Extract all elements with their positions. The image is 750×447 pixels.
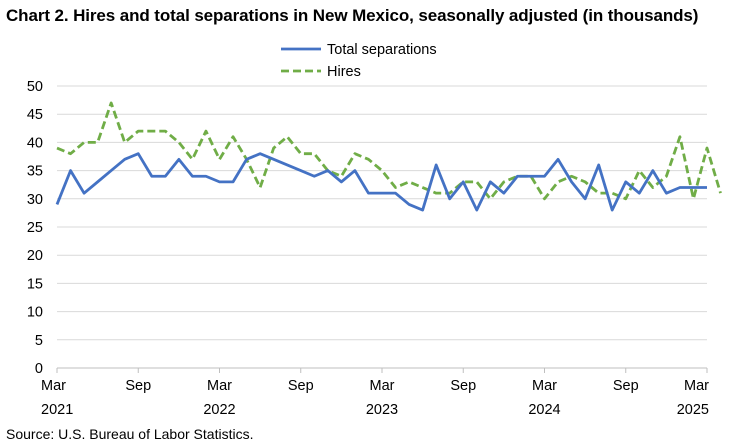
x-tick-label-month: Mar: [532, 378, 557, 394]
x-tick-label-month: Sep: [288, 378, 314, 394]
y-axis-ticks: 0 5 10 15 20 25 30 35 40 45 50: [27, 79, 43, 377]
y-tick-label: 50: [27, 79, 43, 95]
x-tick-label-month: Sep: [613, 378, 639, 394]
x-tick-label-month: Sep: [125, 378, 151, 394]
x-tick-label-year: 2022: [203, 402, 235, 418]
series-lines: [55, 101, 722, 212]
legend-label: Total separations: [327, 42, 437, 58]
x-tick-label-year: 2023: [366, 402, 398, 418]
legend: Total separations Hires: [281, 42, 437, 80]
legend-label: Hires: [327, 64, 361, 80]
x-tick-label-year: 2021: [41, 402, 73, 418]
x-tick-label-year: 2025: [677, 402, 709, 418]
gridlines: [57, 85, 707, 341]
series-line-total-separations: [55, 152, 707, 212]
y-tick-label: 30: [27, 192, 43, 208]
y-tick-label: 35: [27, 164, 43, 180]
y-tick-label: 5: [35, 333, 43, 349]
chart-title: Chart 2. Hires and total separations in …: [6, 6, 699, 25]
y-tick-label: 25: [27, 220, 43, 236]
source-note: Source: U.S. Bureau of Labor Statistics.: [6, 426, 254, 442]
y-tick-label: 15: [27, 276, 43, 292]
x-axis: Mar 2021 Sep Mar 2022 Sep Mar 2023 Sep Mar 2024 Sep…: [41, 367, 709, 418]
x-tick-label-year: 2024: [528, 402, 560, 418]
y-tick-label: 20: [27, 248, 43, 264]
y-tick-label: 45: [27, 107, 43, 123]
x-tick-label-month: Mar: [684, 378, 709, 394]
x-tick-label-month: Mar: [370, 378, 395, 394]
y-tick-label: 0: [35, 361, 43, 377]
y-tick-label: 40: [27, 135, 43, 151]
y-tick-label: 10: [27, 305, 43, 321]
x-tick-label-month: Sep: [450, 378, 476, 394]
x-tick-label-month: Mar: [207, 378, 232, 394]
x-tick-label-month: Mar: [41, 378, 66, 394]
series-line-hires: [56, 101, 722, 201]
